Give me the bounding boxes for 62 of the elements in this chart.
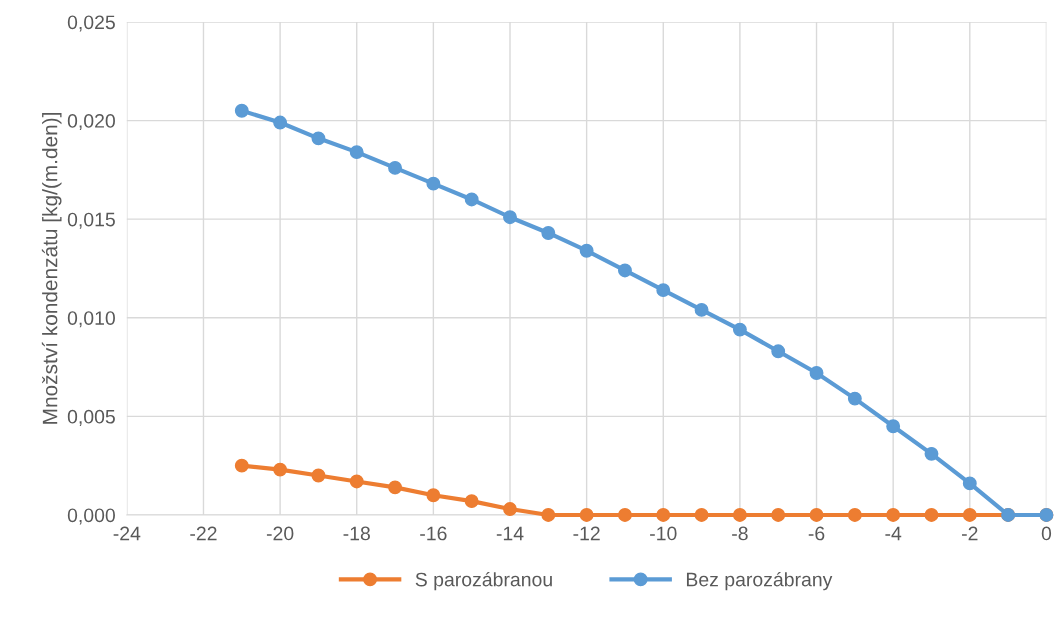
y-tick-label: 0,000 xyxy=(67,508,115,525)
x-tick-label: -2 xyxy=(962,526,978,541)
point xyxy=(656,283,671,298)
x-tick-label: -10 xyxy=(650,526,677,541)
point xyxy=(579,243,594,258)
point xyxy=(924,508,939,522)
point xyxy=(464,494,479,509)
y-tick-label: 0,010 xyxy=(67,311,115,328)
point xyxy=(924,446,939,461)
point xyxy=(426,488,441,503)
legend-label: Bez parozábrany xyxy=(686,571,833,591)
x-tick-label: -14 xyxy=(496,526,524,541)
point xyxy=(426,176,441,191)
point xyxy=(464,192,479,207)
point xyxy=(234,458,249,473)
y-axis-title: Množství kondenzátu [kg/(m.den)] xyxy=(41,113,62,424)
point xyxy=(886,508,901,522)
point xyxy=(886,419,901,434)
point xyxy=(311,468,326,483)
x-tick-label: -8 xyxy=(732,526,748,541)
point xyxy=(732,508,747,522)
point xyxy=(579,508,594,522)
x-tick-label: -16 xyxy=(420,526,447,541)
x-tick-label: -18 xyxy=(343,526,370,541)
point xyxy=(771,344,786,359)
x-tick-label: -22 xyxy=(190,526,217,541)
y-tick-label: 0,015 xyxy=(67,212,115,229)
point xyxy=(541,226,556,240)
point xyxy=(809,508,824,522)
point xyxy=(388,160,402,175)
y-tick-label: 0,025 xyxy=(67,15,115,32)
point xyxy=(847,391,862,406)
point xyxy=(273,115,288,130)
point xyxy=(809,366,824,380)
point xyxy=(273,462,288,477)
y-tick-label: 0,005 xyxy=(67,409,115,426)
x-tick-label: -24 xyxy=(113,526,141,541)
point xyxy=(771,508,786,522)
x-tick-label: -20 xyxy=(266,526,294,541)
legend-label: S parozábranou xyxy=(415,571,552,591)
point xyxy=(503,210,517,225)
point xyxy=(962,476,977,491)
point xyxy=(349,145,364,160)
point xyxy=(503,502,517,516)
point xyxy=(541,508,556,522)
point xyxy=(694,508,709,522)
x-tick-label: -4 xyxy=(885,526,902,541)
point xyxy=(732,322,747,337)
point xyxy=(349,474,364,489)
point xyxy=(962,508,977,522)
point xyxy=(694,302,709,317)
point xyxy=(618,263,632,278)
x-tick-label: 0 xyxy=(1041,526,1052,541)
x-tick-label: -6 xyxy=(808,526,825,541)
x-tick-label: -12 xyxy=(573,526,600,541)
point xyxy=(656,508,671,522)
point xyxy=(847,508,862,522)
point xyxy=(311,131,326,146)
point xyxy=(234,103,249,118)
point xyxy=(618,508,632,522)
point xyxy=(388,480,402,495)
y-tick-label: 0,020 xyxy=(67,114,115,131)
